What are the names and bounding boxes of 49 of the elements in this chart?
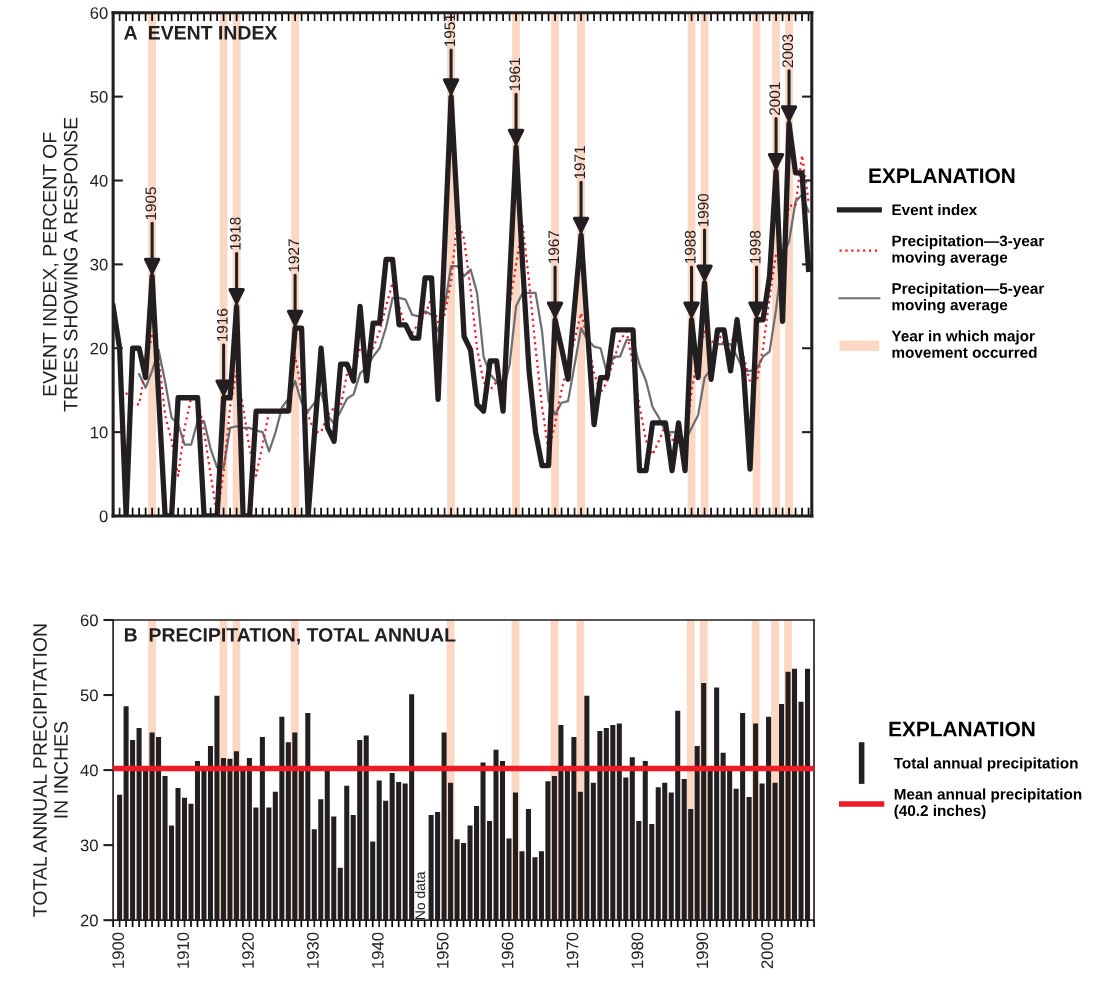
y-tick-label: 20 <box>80 914 98 927</box>
annotation: 1990 <box>697 193 709 227</box>
annotation: 1951 <box>444 13 456 47</box>
legend-label: Event index <box>892 204 978 216</box>
text: Total annual precipitation <box>893 757 1078 772</box>
chart-title: B PRECIPITATION, TOTAL ANNUAL <box>124 628 456 645</box>
annotation: 1961 <box>509 58 521 91</box>
annotation: 1971 <box>574 146 586 179</box>
annotation: 1905 <box>145 187 157 220</box>
annotation: 1967 <box>548 230 560 264</box>
annotation: 1998 <box>749 230 761 264</box>
legend-title: EXPLANATION <box>869 168 1015 184</box>
y-tick-label: 40 <box>80 764 98 777</box>
y-tick-label: 0 <box>99 510 108 523</box>
x-tick-label: 1960 <box>501 932 514 968</box>
y-tick-label: 60 <box>80 614 98 627</box>
x-tick-label: 1920 <box>242 932 254 968</box>
x-tick-label: 1950 <box>436 932 449 968</box>
annotation: 1988 <box>684 230 696 264</box>
x-tick-label: 1940 <box>371 932 384 968</box>
legend-label: Precipitation—3-year moving average <box>892 235 1045 266</box>
text: Year in which major movement occurred <box>891 330 1037 358</box>
annotation: 2003 <box>782 34 794 68</box>
y-axis-title: EVENT INDEX, PERCENT OF TREES SHOWING A RESPONSE <box>42 117 78 412</box>
y-tick-label: 50 <box>80 689 98 702</box>
y-tick-label: 60 <box>90 7 108 19</box>
x-tick-label: 1980 <box>631 932 644 968</box>
x-tick-label: 2000 <box>761 932 774 969</box>
x-tick-label: 1930 <box>306 932 319 968</box>
annotation: 2001 <box>769 82 781 115</box>
x-tick-label: 1990 <box>696 932 709 968</box>
y-tick-label: 30 <box>80 839 98 852</box>
annotation: 1916 <box>216 308 228 342</box>
y-tick-label: 50 <box>90 91 108 103</box>
y-tick-label: 20 <box>90 342 108 355</box>
legend-label: Precipitation—5-year moving average <box>892 282 1045 314</box>
y-tick-label: 30 <box>90 258 108 271</box>
y-tick-label: 40 <box>90 174 108 187</box>
y-axis-title: TOTAL ANNUAL PRECIPITATION IN INCHES <box>33 624 68 917</box>
annotation: 1918 <box>229 217 241 250</box>
y-tick-label: 10 <box>90 426 108 439</box>
annotation: No data <box>414 871 426 920</box>
annotation: 1927 <box>288 239 300 272</box>
text: A EVENT INDEX <box>124 26 278 40</box>
x-tick-label: 1910 <box>177 932 189 968</box>
legend-label: Mean annual precipitation (40.2 inches) <box>894 788 1082 820</box>
x-tick-label: 1970 <box>566 932 579 968</box>
x-tick-label: 1900 <box>112 932 125 968</box>
legend-title: EXPLANATION <box>889 721 1035 737</box>
